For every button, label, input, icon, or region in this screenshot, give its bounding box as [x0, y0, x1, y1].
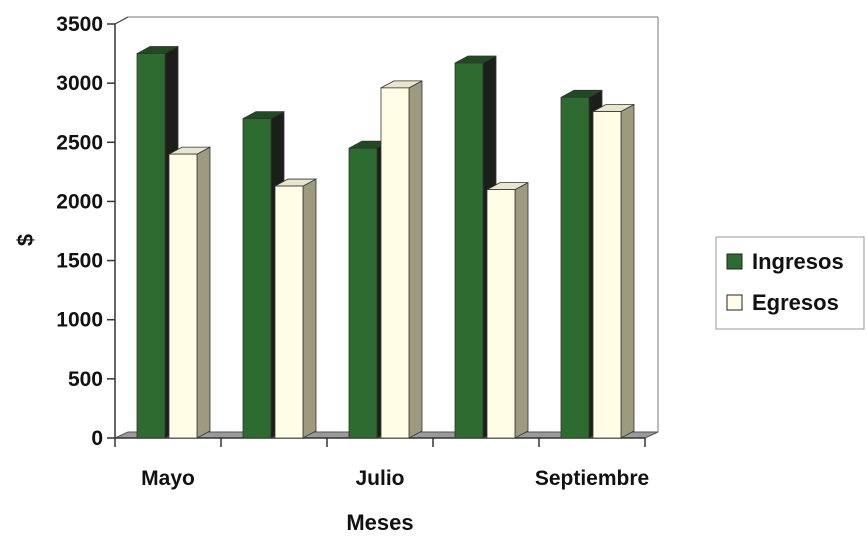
y-tick-label: 1500 [56, 250, 103, 273]
bar-front [274, 185, 304, 439]
bar-egresos-julio [380, 80, 423, 439]
bar-egresos-junio [274, 178, 317, 439]
legend-label-egresos: Egresos [752, 290, 839, 315]
bar-side [302, 178, 317, 439]
bar-front [136, 53, 166, 439]
x-tick-label: Mayo [141, 467, 195, 490]
x-axis-title: Meses [346, 510, 413, 535]
legend-label-ingresos: Ingresos [752, 249, 844, 274]
bar-side [620, 103, 635, 439]
bar-side [408, 80, 423, 439]
bar-side [196, 146, 211, 439]
y-tick-label: 0 [91, 427, 103, 450]
y-tick-label: 500 [68, 368, 103, 391]
bar-front [348, 147, 378, 439]
legend-box [715, 236, 865, 330]
bar-egresos-mayo [168, 146, 211, 439]
x-axis: Mayo Julio Septiembre [114, 438, 649, 490]
legend-swatch-egresos [726, 294, 743, 311]
y-tick-label: 3000 [56, 72, 103, 95]
legend: Ingresos Egresos [715, 236, 865, 330]
bar-front [168, 153, 198, 439]
bar-front [242, 118, 272, 439]
x-tick-label: Julio [355, 467, 404, 490]
bar-front [560, 96, 590, 439]
y-tick-label: 1000 [56, 309, 103, 332]
bar-egresos-septiembre [592, 103, 635, 439]
y-axis-depth [114, 16, 129, 25]
bar-front [592, 111, 622, 439]
y-axis-title: $ [13, 234, 38, 246]
y-tick-label: 3500 [56, 13, 103, 36]
bar-front [380, 87, 410, 439]
x-tick-label: Septiembre [535, 467, 649, 490]
legend-swatch-ingresos [726, 253, 743, 270]
bar-front [486, 189, 516, 439]
y-axis: 0 500 1000 1500 2000 2500 3000 3500 [56, 13, 115, 450]
y-tick-label: 2500 [56, 131, 103, 154]
bar-front [454, 62, 484, 439]
bar-egresos-agosto [486, 181, 529, 439]
y-tick-label: 2000 [56, 190, 103, 213]
bars [136, 45, 635, 439]
bar-side [514, 181, 529, 439]
